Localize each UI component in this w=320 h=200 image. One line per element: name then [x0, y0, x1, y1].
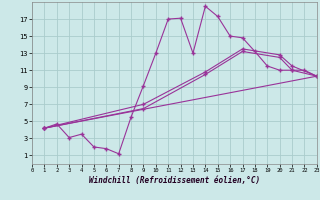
X-axis label: Windchill (Refroidissement éolien,°C): Windchill (Refroidissement éolien,°C) [89, 176, 260, 185]
